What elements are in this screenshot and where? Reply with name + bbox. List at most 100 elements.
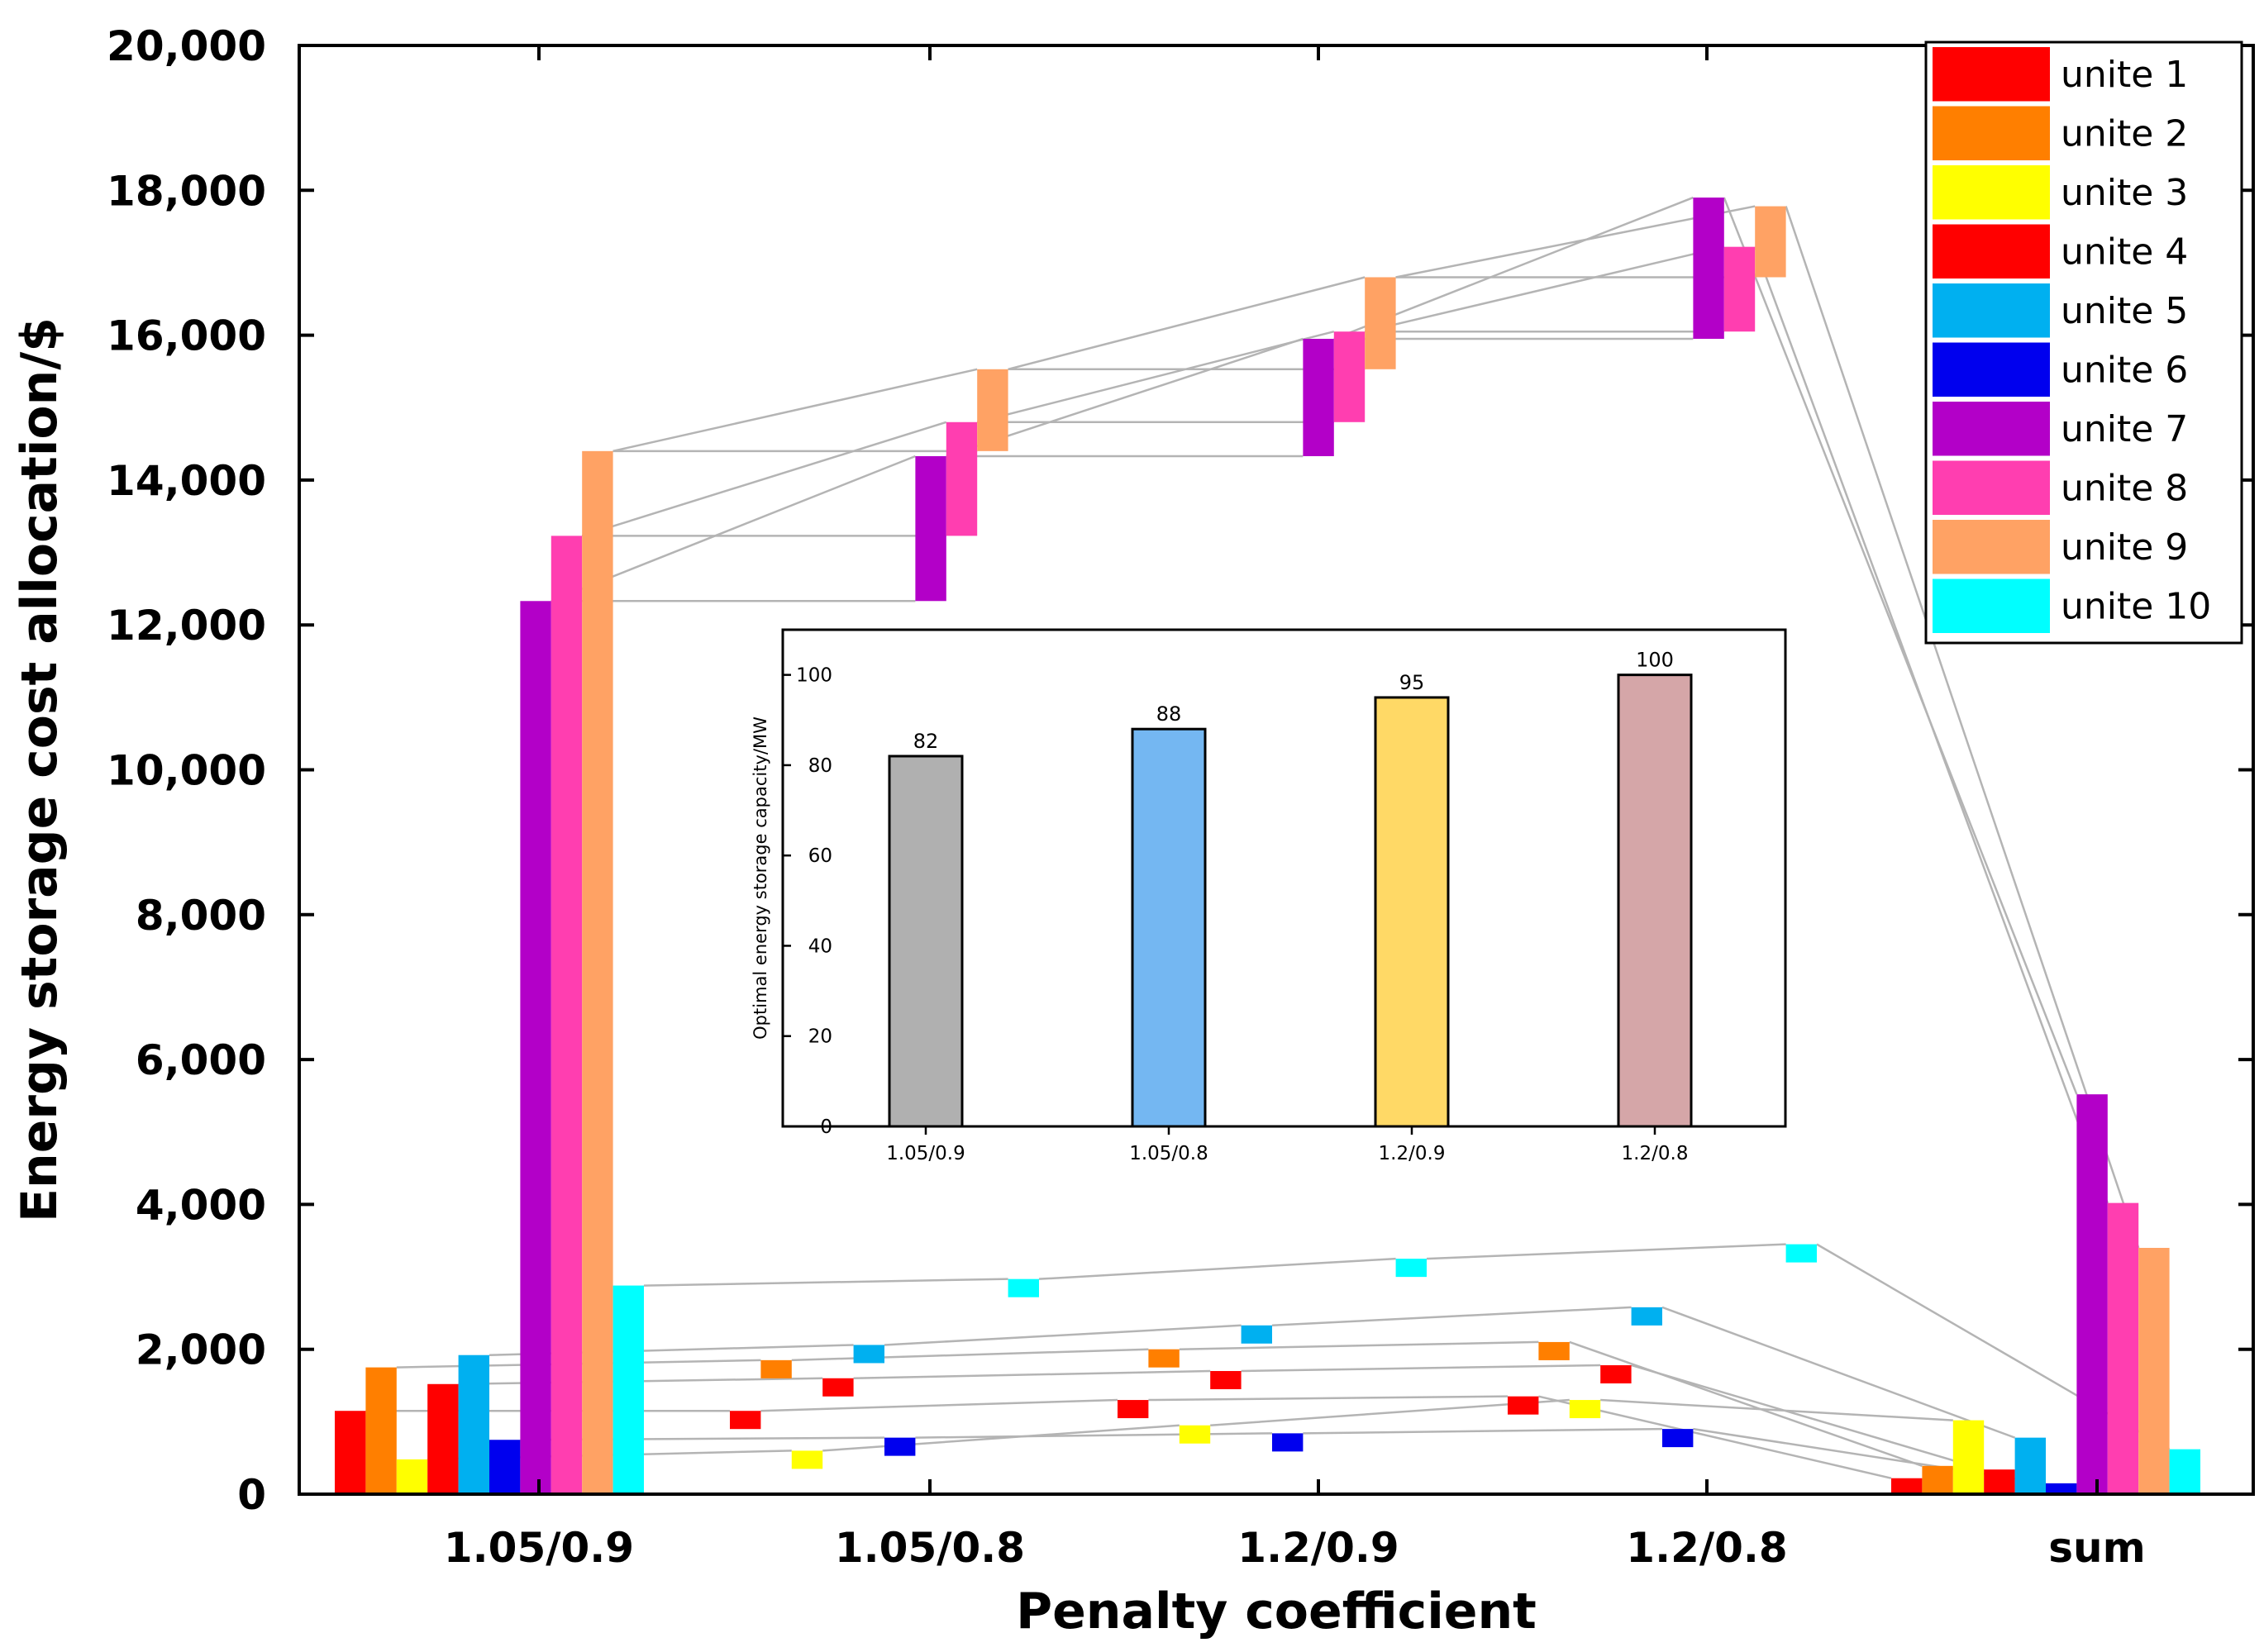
legend-swatch [1933,224,2050,279]
bar-unite-5-1.2/0.8 [1631,1307,1662,1326]
inset-bar-1.2/0.9 [1374,696,1450,1128]
legend-swatch [1933,460,2050,515]
bar-unite-5-sum [2014,1437,2046,1494]
connector-line [1723,197,2078,1095]
bar-unite-7-1.2/0.9 [1303,338,1334,456]
bar-unite-4-1.2/0.8 [1600,1364,1632,1383]
y-axis: 0 2,000 4,000 6,000 8,000 10,000 12,000 14,000 1… [107,22,2253,1519]
bar-unite-6-sum [2046,1483,2077,1494]
connector-line [915,1432,1273,1439]
bar-unite-5-1.05/0.9 [458,1354,489,1494]
legend-label: unite 5 [2061,290,2188,332]
bar-unite-2-1.05/0.8 [760,1359,792,1378]
inset-y-axis-title: Optimal energy storage capacity/MW [751,717,770,1040]
legend-label: unite 10 [2061,585,2211,627]
y-tick-label: 14,000 [107,457,266,505]
connector-line [791,1348,1149,1362]
inset-chart: 82 88 95 100 0 20 40 60 80 100 1.05/0.9 1.05/0.8 1.2… [751,628,1787,1164]
legend-label: unite 7 [2061,408,2188,450]
connector-line [822,1424,1180,1452]
inset-x-tick-label: 1.2/0.9 [1379,1143,1446,1164]
connector-line [1364,245,1725,333]
inset-y-tick-label: 20 [808,1026,832,1048]
legend-swatch [1933,578,2050,633]
bar-unite-3-sum [1952,1420,1985,1494]
bar-unite-4-1.05/0.8 [822,1378,854,1397]
x-axis-title: Penalty coefficient [1016,1583,1537,1640]
connector-line [1569,1340,1923,1467]
bar-unite-10-1.2/0.9 [1395,1259,1427,1278]
connector-line [976,331,1335,423]
x-axis: 1.05/0.9 1.05/0.8 1.2/0.9 1.2/0.8 sum [444,45,2146,1572]
y-tick-label: 2,000 [136,1326,266,1374]
y-tick-label: 6,000 [136,1036,266,1084]
connector-line [1754,246,2109,1204]
inset-y-tick-label: 100 [796,665,832,687]
legend: unite 1 unite 2 unite 3 unite 4 unite 5 unite… [1924,40,2243,645]
bar-unite-2-1.2/0.9 [1148,1349,1180,1368]
bar-unite-10-1.05/0.8 [1008,1278,1039,1297]
inset-y-tick-label: 80 [808,755,832,777]
bar-unite-6-1.05/0.9 [489,1440,521,1494]
bar-unite-3-1.2/0.9 [1179,1425,1211,1444]
bar-unite-4-1.2/0.9 [1210,1370,1242,1389]
inset-value-label: 100 [1636,649,1674,672]
bar-unite-3-1.05/0.8 [791,1450,823,1469]
inset-x-tick-label: 1.2/0.8 [1622,1143,1689,1164]
legend-swatch [1933,520,2050,574]
connector-line [1271,1306,1632,1327]
y-tick-label: 20,000 [107,22,266,70]
legend-swatch [1933,342,2050,397]
bar-unite-10-1.05/0.9 [612,1285,644,1494]
bar-unite-9-1.05/0.9 [582,450,613,1494]
legend-label: unite 3 [2061,172,2188,214]
y-tick-label: 0 [237,1471,266,1519]
bar-unite-6-1.2/0.8 [1662,1429,1694,1448]
inset-value-label: 88 [1156,702,1182,726]
bar-unite-7-sum [2076,1094,2108,1494]
connector-line [853,1369,1211,1380]
connector-line [1426,1243,1786,1260]
legend-label: unite 6 [2061,349,2188,391]
bar-unite-7-1.2/0.8 [1693,198,1724,339]
bar-unite-8-1.05/0.8 [946,421,978,536]
connector-line [760,1398,1118,1412]
legend-label: unite 1 [2061,54,2188,96]
bar-unite-8-sum [2107,1202,2139,1494]
connector-line [1303,1427,1663,1435]
bar-unite-2-1.2/0.8 [1538,1341,1570,1360]
legend-swatch [1933,165,2050,220]
bar-unite-6-1.2/0.9 [1272,1433,1304,1452]
inset-y-tick-label: 60 [808,845,832,867]
bar-unite-2-1.05/0.9 [365,1367,397,1494]
x-tick-label: 1.2/0.8 [1626,1524,1787,1572]
inset-x-tick-label: 1.05/0.9 [886,1143,965,1164]
x-tick-label: 1.2/0.9 [1237,1524,1399,1572]
main-plot: 0 2,000 4,000 6,000 8,000 10,000 12,000 14,000 1… [11,22,2255,1640]
bar-unite-9-1.2/0.9 [1365,277,1396,369]
bar-unite-9-1.05/0.8 [977,369,1008,451]
legend-label: unite 8 [2061,467,2188,509]
bar-unite-1-1.2/0.8 [1508,1396,1539,1415]
inset-x-tick-label: 1.05/0.8 [1129,1143,1208,1164]
y-tick-label: 8,000 [136,892,266,940]
bar-unite-1-sum [1891,1478,1923,1494]
inset-bar-1.2/0.8 [1617,674,1693,1128]
bar-unite-2-sum [1922,1465,1953,1494]
connector-line [1148,1395,1509,1402]
connector-line [1600,1398,1953,1421]
bar-unite-1-1.05/0.9 [335,1411,366,1494]
inset-y-tick-label: 40 [808,935,832,957]
bars [335,198,2200,1494]
x-tick-label: 1.05/0.8 [835,1524,1025,1572]
inset-frame [781,628,1787,1128]
bar-unite-10-1.2/0.8 [1785,1244,1817,1263]
bar-unite-8-1.05/0.9 [551,536,583,1494]
legend-swatch [1933,106,2050,160]
bar-unite-1-1.05/0.8 [730,1411,761,1430]
y-axis-title: Energy storage cost allocation/$ [11,317,69,1222]
inset-bar-1.05/0.9 [888,755,964,1128]
legend-label: unite 4 [2061,231,2188,273]
